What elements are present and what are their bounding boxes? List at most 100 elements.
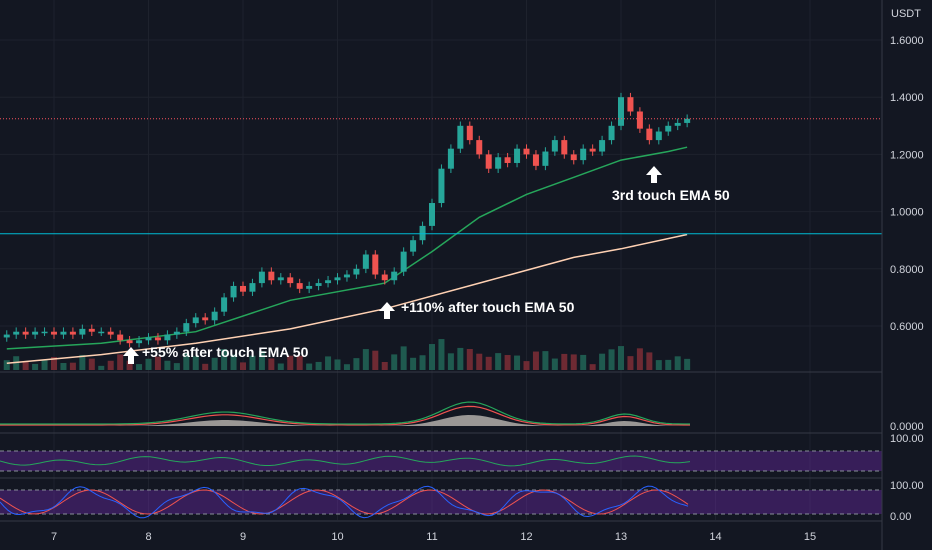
volume-bar: [60, 362, 67, 370]
candle-body: [674, 122, 681, 126]
volume-bar: [542, 351, 549, 370]
candle-body: [13, 331, 20, 335]
volume-bar: [334, 359, 341, 370]
stoch-axis-top-label: 100.00: [890, 480, 924, 492]
axis-background: [882, 0, 932, 550]
ema-200-line: [6, 233, 688, 364]
volume-bar: [466, 349, 473, 370]
volume-bar: [164, 360, 171, 370]
x-tick-label: 13: [615, 531, 627, 543]
candle-body: [343, 274, 350, 278]
candle-body: [192, 317, 199, 324]
candle-body: [136, 340, 143, 344]
stoch-band: [0, 490, 882, 514]
candle-body: [608, 125, 615, 141]
candle-body: [88, 328, 95, 332]
y-tick-label: 1.6000: [890, 35, 924, 47]
candle-body: [32, 331, 39, 335]
candle-body: [504, 157, 511, 163]
candle-body: [173, 331, 180, 335]
volume-bar: [551, 358, 558, 370]
volume-bar: [88, 358, 95, 370]
volume-bar: [599, 353, 606, 370]
candlesticks: [3, 92, 691, 348]
volume-bar: [400, 346, 407, 370]
candle-body: [98, 331, 105, 334]
volume-bar: [447, 353, 454, 370]
volume-bar: [32, 363, 39, 370]
candle-body: [277, 277, 284, 281]
volume-bar: [627, 356, 634, 370]
candle-body: [561, 140, 568, 155]
volume-bar: [674, 356, 681, 370]
candle-body: [211, 311, 218, 321]
candle-body: [580, 148, 587, 161]
candle-body: [315, 283, 322, 286]
candle-body: [202, 317, 209, 321]
candle-body: [107, 331, 114, 335]
volume-bar: [410, 357, 417, 370]
candle-body: [164, 334, 171, 341]
rsi-band: [0, 451, 882, 471]
x-tick-label: 12: [520, 531, 532, 543]
volume-bar: [457, 347, 464, 370]
ema-50-line: [6, 146, 688, 350]
y-tick-label: 1.2000: [890, 149, 924, 161]
candle-body: [117, 334, 124, 341]
x-tick-label: 9: [240, 531, 246, 543]
candle-body: [514, 148, 521, 163]
indicator-panes: [0, 371, 932, 519]
volume-bar: [192, 356, 199, 370]
horizontal-price-line[interactable]: 0.92261.324756:280.4264: [0, 109, 932, 375]
candle-body: [627, 97, 634, 112]
candle-body: [400, 251, 407, 272]
volume-bar: [353, 358, 360, 370]
time-axis[interactable]: 7 8 9 10 11 12 13 14 15: [0, 520, 882, 543]
volume-bar: [325, 356, 332, 370]
volume-bar: [523, 361, 530, 370]
up-arrow-icon: [646, 166, 662, 183]
candle-body: [618, 97, 624, 126]
candle-body: [249, 283, 256, 292]
volume-bar: [315, 361, 322, 370]
volume-bar: [249, 355, 256, 370]
candle-body: [410, 240, 417, 252]
volume-bar: [419, 355, 426, 370]
macd-axis-label: 0.0000: [890, 421, 924, 433]
candle-body: [646, 128, 653, 141]
candle-body: [268, 271, 275, 281]
y-tick-label: 1.0000: [890, 207, 924, 219]
volume-bar: [69, 362, 76, 370]
up-arrow-icon: [379, 302, 395, 319]
candle-body: [429, 203, 435, 226]
candle-body: [665, 125, 672, 132]
volume-bar: [636, 348, 643, 370]
annotation-label: 3rd touch EMA 50: [612, 187, 730, 203]
volume-bar: [136, 364, 143, 370]
y-tick-label: 1.4000: [890, 92, 924, 104]
currency-label: USDT: [891, 8, 921, 20]
volume-bar: [665, 359, 672, 370]
candle-body: [419, 225, 426, 241]
price-axis[interactable]: USDT 1.6000 1.4000 1.2000 1.0000 0.8000 0.6000…: [881, 0, 932, 550]
candle-body: [362, 254, 369, 269]
candle-body: [334, 277, 341, 281]
volume-bar: [296, 355, 303, 370]
candle-body: [51, 331, 57, 335]
volume-bar: [13, 356, 20, 370]
candle-body: [457, 125, 464, 149]
annotation-label: +55% after touch EMA 50: [142, 344, 309, 360]
volume-bar: [268, 358, 275, 370]
candle-body: [589, 148, 596, 152]
candle-body: [542, 151, 549, 166]
volume-bar: [107, 360, 114, 370]
volume-bar: [173, 363, 180, 370]
candle-body: [353, 268, 360, 275]
volume-bar: [589, 364, 596, 370]
candle-body: [466, 125, 473, 141]
x-tick-label: 11: [426, 531, 437, 543]
x-tick-label: 8: [145, 531, 151, 543]
volume-bars: [3, 339, 691, 370]
candle-body: [296, 283, 303, 289]
